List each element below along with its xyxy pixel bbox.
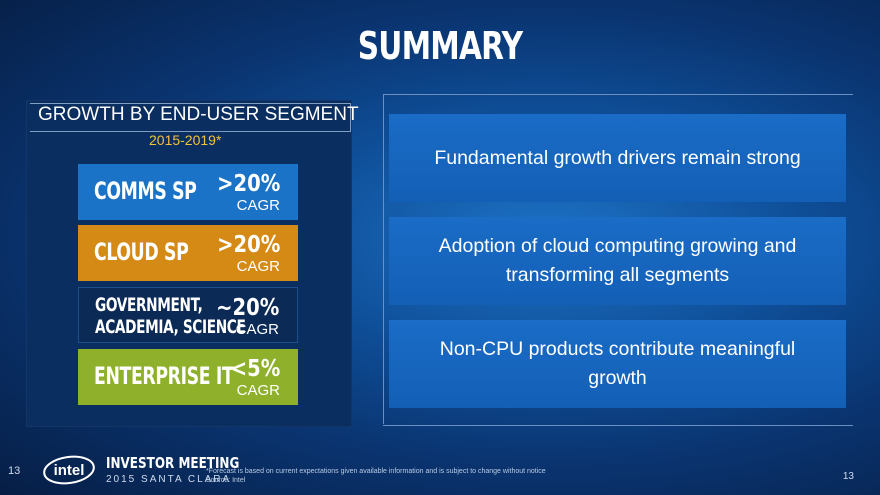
segment-unit: CAGR [236, 382, 280, 399]
segment-enterprise-it: ENTERPRISE IT <5% CAGR [78, 349, 298, 405]
segment-comms-sp: COMMS SP >20% CAGR [78, 164, 298, 220]
segment-government-academia-science: GOVERNMENT, ACADEMIA, SCIENCE ~20% CAGR [78, 287, 298, 343]
footnote: *Forecast is based on current expectatio… [206, 467, 546, 485]
summary-frame-top-rule [383, 94, 853, 95]
segment-name: ENTERPRISE IT [94, 362, 234, 390]
growth-panel-years: 2015-2019* [149, 132, 222, 148]
segment-value: ~20% [215, 295, 279, 321]
segment-value: >20% [216, 232, 280, 258]
footnote-source: Source: Intel [206, 477, 246, 484]
segment-unit: CAGR [235, 321, 279, 338]
summary-frame [383, 94, 856, 424]
event-subtitle: 2015 SANTA CLARA [106, 474, 232, 485]
segment-value: >20% [216, 171, 280, 197]
segment-value: <5% [230, 356, 280, 382]
summary-point-text: Fundamental growth drivers remain strong [434, 146, 801, 169]
segment-name-line2: ACADEMIA, SCIENCE [95, 316, 246, 338]
intel-logo-text: intel [54, 462, 85, 479]
summary-point-1: Fundamental growth drivers remain strong [389, 114, 846, 202]
intel-logo-icon: intel [43, 455, 95, 485]
summary-frame-bottom-rule [383, 425, 853, 426]
summary-point-3: Non-CPU products contribute meaningful g… [389, 320, 846, 408]
event-title: INVESTOR MEETING [106, 454, 240, 472]
summary-point-2: Adoption of cloud computing growing and … [389, 217, 846, 305]
segment-name-line1: GOVERNMENT, [95, 294, 203, 316]
slide-title: SUMMARY [357, 24, 523, 68]
growth-panel-header-frame [30, 103, 351, 132]
segment-name: CLOUD SP [94, 238, 189, 266]
segment-name: COMMS SP [94, 177, 197, 205]
segment-cloud-sp: CLOUD SP >20% CAGR [78, 225, 298, 281]
segment-unit: CAGR [236, 258, 280, 275]
page-number-left: 13 [8, 465, 21, 477]
segment-unit: CAGR [236, 197, 280, 214]
summary-point-text: Non-CPU products contribute meaningful g… [439, 338, 796, 389]
summary-point-text: Adoption of cloud computing growing and … [438, 235, 797, 286]
page-number-right: 13 [842, 471, 854, 482]
footnote-disclaimer: *Forecast is based on current expectatio… [206, 468, 546, 475]
growth-panel-header: GROWTH BY END-USER SEGMENT [38, 104, 359, 125]
